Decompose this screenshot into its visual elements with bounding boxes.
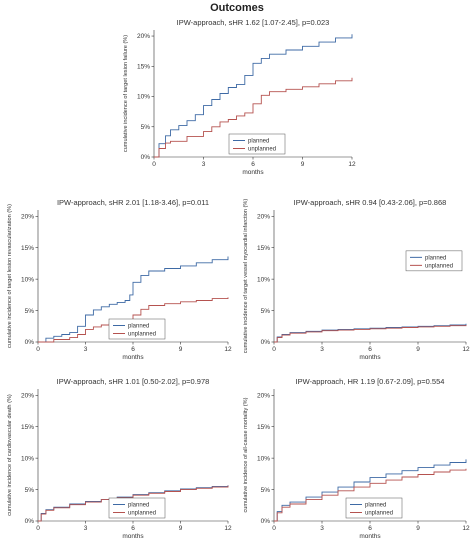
series-line-unplanned (38, 485, 229, 522)
x-axis-label: months (359, 533, 381, 540)
x-axis-label: months (359, 354, 381, 361)
chart-target-lesion-failure: IPW-approach, sHR 1.62 [1.07-2.45], p=0.… (123, 18, 356, 176)
x-tick-label: 12 (224, 525, 232, 532)
y-axis-label: cumulative incidence of target vessel my… (243, 199, 249, 354)
x-tick-label: 0 (36, 346, 40, 353)
y-tick-label: 0% (25, 518, 35, 525)
chart-title: IPW-approach, HR 1.19 [0.67-2.09], p=0.5… (296, 377, 445, 386)
x-tick-label: 3 (84, 525, 88, 532)
legend-label-planned: planned (128, 503, 149, 509)
page-title: Outcomes (210, 2, 264, 14)
chart-all-cause-mortality: IPW-approach, HR 1.19 [0.67-2.09], p=0.5… (243, 377, 470, 540)
x-axis-label: months (122, 533, 144, 540)
x-axis-label: months (242, 169, 264, 176)
series-line-unplanned (274, 325, 467, 343)
x-tick-label: 3 (320, 346, 324, 353)
y-tick-label: 10% (257, 455, 270, 462)
y-tick-label: 5% (25, 487, 35, 494)
y-tick-label: 20% (137, 33, 150, 40)
y-axis-label: cumulative incidence of all-cause mortal… (243, 397, 249, 512)
y-tick-label: 0% (25, 339, 35, 346)
y-tick-label: 0% (261, 518, 271, 525)
x-tick-label: 6 (131, 525, 135, 532)
chart-title: IPW-approach, sHR 1.01 [0.50-2.02], p=0.… (57, 377, 210, 386)
series-line-unplanned (154, 77, 353, 158)
x-tick-label: 9 (416, 525, 420, 532)
legend: planned unplanned (228, 133, 286, 155)
legend-label-unplanned: unplanned (365, 511, 393, 517)
x-tick-label: 3 (84, 346, 88, 353)
y-tick-label: 10% (21, 276, 34, 283)
legend: planned unplanned (345, 497, 403, 519)
legend-label-planned: planned (248, 139, 269, 145)
y-tick-label: 15% (137, 63, 150, 70)
x-tick-label: 6 (368, 346, 372, 353)
x-tick-label: 12 (224, 346, 232, 353)
y-tick-label: 15% (257, 424, 270, 431)
y-tick-label: 20% (257, 392, 270, 399)
legend-box (405, 250, 463, 272)
legend-label-planned: planned (128, 324, 149, 330)
x-tick-label: 9 (179, 346, 183, 353)
y-tick-label: 20% (257, 213, 270, 220)
y-axis-label: cumulative incidence of cardiovascular d… (7, 394, 13, 516)
series-line-unplanned (274, 468, 467, 522)
chart-cardiovascular-death: IPW-approach, sHR 1.01 [0.50-2.02], p=0.… (7, 377, 232, 540)
y-tick-label: 10% (21, 455, 34, 462)
axis-lines (273, 210, 466, 343)
series-line-planned (274, 459, 467, 522)
y-tick-label: 0% (141, 154, 151, 161)
legend: planned unplanned (405, 250, 463, 272)
y-tick-label: 10% (137, 94, 150, 101)
legend-label-planned: planned (365, 503, 386, 509)
legend-label-unplanned: unplanned (128, 332, 156, 338)
x-tick-label: 3 (202, 161, 206, 168)
y-tick-label: 0% (261, 339, 271, 346)
y-tick-label: 5% (141, 124, 151, 131)
y-tick-label: 20% (21, 213, 34, 220)
y-tick-label: 15% (21, 424, 34, 431)
x-tick-label: 0 (272, 525, 276, 532)
series-line-planned (38, 256, 229, 343)
legend-label-unplanned: unplanned (128, 511, 156, 517)
legend-label-planned: planned (425, 255, 446, 261)
legend-label-unplanned: unplanned (248, 147, 276, 153)
y-tick-label: 20% (21, 392, 34, 399)
legend: planned unplanned (108, 497, 166, 519)
x-tick-label: 3 (320, 525, 324, 532)
x-tick-label: 9 (179, 525, 183, 532)
y-tick-label: 5% (261, 487, 271, 494)
legend-label-unplanned: unplanned (425, 263, 453, 269)
x-tick-label: 6 (131, 346, 135, 353)
chart-title: IPW-approach, sHR 0.94 [0.43-2.06], p=0.… (294, 198, 447, 207)
y-tick-label: 5% (261, 308, 271, 315)
y-tick-label: 10% (257, 276, 270, 283)
x-tick-label: 0 (36, 525, 40, 532)
x-axis-label: months (122, 354, 144, 361)
x-tick-label: 6 (368, 525, 372, 532)
x-tick-label: 0 (272, 346, 276, 353)
chart-title: IPW-approach, sHR 1.62 [1.07-2.45], p=0.… (177, 18, 330, 27)
x-tick-label: 12 (462, 346, 470, 353)
chart-target-vessel-myocardial-infarction: IPW-approach, sHR 0.94 [0.43-2.06], p=0.… (243, 198, 470, 361)
y-axis-label: cumulative incidence of target lesion re… (7, 204, 13, 348)
y-tick-label: 5% (25, 308, 35, 315)
x-tick-label: 0 (152, 161, 156, 168)
series-line-planned (154, 34, 353, 158)
x-tick-label: 6 (251, 161, 255, 168)
y-tick-label: 15% (21, 245, 34, 252)
x-tick-label: 12 (462, 525, 470, 532)
x-tick-label: 12 (348, 161, 356, 168)
y-tick-label: 15% (257, 245, 270, 252)
x-tick-label: 9 (301, 161, 305, 168)
x-tick-label: 9 (416, 346, 420, 353)
y-axis-label: cumulative incidence of target lesion fa… (123, 35, 129, 152)
chart-target-lesion-revascularization: IPW-approach, sHR 2.01 [1.18-3.46], p=0.… (7, 198, 232, 361)
legend: planned unplanned (108, 318, 166, 340)
chart-title: IPW-approach, sHR 2.01 [1.18-3.46], p=0.… (57, 198, 209, 207)
